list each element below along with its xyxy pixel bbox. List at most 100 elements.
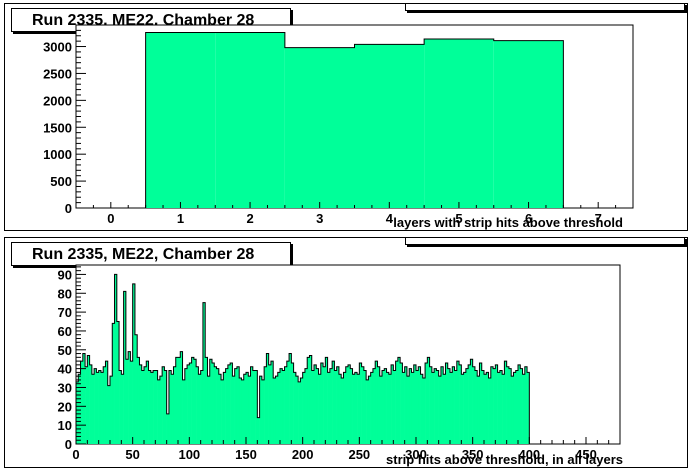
x-tick-label: 150 [235, 447, 257, 462]
histogram-bin [168, 370, 172, 444]
histogram-bin [440, 366, 444, 444]
x-tick-label: 200 [292, 447, 314, 462]
histogram-bin [382, 370, 385, 444]
y-tick-label: 40 [58, 362, 72, 377]
histogram-bin [515, 370, 519, 444]
histogram-bin [470, 359, 473, 444]
histogram-bin [166, 413, 170, 444]
histogram-bin [205, 357, 208, 444]
histogram-bin [406, 376, 410, 444]
histogram-bin [436, 370, 439, 444]
histogram-bin [132, 283, 136, 444]
histogram-bin [116, 321, 120, 444]
histogram-bin [402, 372, 405, 444]
histogram-bin [386, 372, 390, 444]
histogram-bin [311, 370, 315, 444]
histogram-bin [404, 366, 408, 444]
histogram-bin [232, 376, 235, 444]
histogram-bin [241, 379, 245, 444]
chart-panel-top: Run 2335, ME22, Chamber 28 layers with s… [4, 3, 688, 231]
histogram-bin [153, 370, 156, 444]
histogram-bin [465, 368, 469, 444]
histogram-bin [141, 370, 145, 444]
histogram-bin [284, 366, 288, 444]
x-tick-label: 0 [72, 447, 79, 462]
histogram-bar [354, 44, 425, 209]
histogram-bin [182, 379, 186, 444]
histogram-bin [372, 368, 376, 444]
histogram-bin [248, 376, 251, 444]
histogram-bin [200, 370, 204, 444]
histogram-bin [493, 368, 496, 444]
histogram-bin [334, 370, 337, 444]
histogram-bin [479, 362, 483, 444]
histogram-bin [363, 370, 367, 444]
histogram-bin [110, 376, 113, 444]
y-tick-label: 80 [58, 286, 72, 301]
histogram-bin [96, 372, 99, 444]
histogram-bin [78, 374, 81, 444]
histogram-bin [384, 368, 387, 444]
chart-panel-bottom: Run 2335, ME22, Chamber 28 strip hits ab… [4, 237, 688, 468]
histogram-bin [157, 379, 161, 444]
y-tick-label: 30 [58, 380, 72, 395]
histogram-bin [513, 372, 517, 444]
histogram-bin [225, 368, 229, 444]
histogram-bin [209, 359, 213, 444]
histogram-bin [80, 361, 84, 444]
histogram-bin [114, 274, 118, 444]
histogram-bin [100, 372, 104, 444]
histogram-bin [134, 334, 138, 444]
histogram-bin [502, 374, 505, 444]
y-tick-label: 90 [58, 267, 72, 282]
histogram-bin [393, 370, 396, 444]
histogram-bin [246, 372, 249, 444]
histogram-bin [221, 379, 224, 444]
histogram-bin [171, 374, 174, 444]
histogram-bin [255, 370, 258, 444]
histogram-bin [291, 362, 294, 444]
histogram-bin [375, 361, 378, 444]
histogram-bin [474, 370, 478, 444]
histogram-bin [397, 357, 401, 444]
y-tick-label: 500 [50, 174, 72, 189]
histogram-bin [289, 353, 292, 444]
x-tick-label: 250 [348, 447, 370, 462]
histogram-bin [443, 374, 446, 444]
histogram-bin [477, 376, 480, 444]
histogram-bin [275, 376, 279, 444]
histogram-bin [293, 372, 297, 444]
histogram-bin [445, 362, 449, 444]
histogram-bin [325, 357, 328, 444]
histogram-bin [207, 376, 211, 444]
histogram-bin [273, 378, 276, 444]
histogram-bin [268, 364, 272, 444]
histogram-bin [191, 357, 195, 444]
histogram-bin [354, 372, 358, 444]
histogram-bin [234, 368, 238, 444]
histogram-bin [357, 374, 360, 444]
histogram-bin [184, 368, 188, 444]
histogram-bin [345, 366, 349, 444]
y-tick-label: 50 [58, 343, 72, 358]
histogram-bin [454, 370, 458, 444]
histogram-bin [180, 351, 183, 444]
histogram-bin [252, 370, 256, 444]
histogram-bin [128, 351, 131, 444]
y-tick-label: 60 [58, 324, 72, 339]
histogram-bar [145, 32, 216, 208]
y-tick-label: 1000 [43, 147, 72, 162]
histogram-bin [425, 362, 428, 444]
histogram-bin [461, 374, 464, 444]
histogram-bin [89, 364, 93, 444]
histogram-bin [352, 374, 356, 444]
histogram-bin [520, 368, 523, 444]
histogram-bin [524, 366, 528, 444]
histogram-bar [215, 32, 285, 208]
histogram-bin [361, 366, 365, 444]
histogram-bin [434, 368, 437, 444]
histogram-bin [123, 291, 127, 444]
y-tick-label: 10 [58, 418, 72, 433]
histogram-bin [121, 374, 124, 444]
histogram-bin [261, 379, 265, 444]
